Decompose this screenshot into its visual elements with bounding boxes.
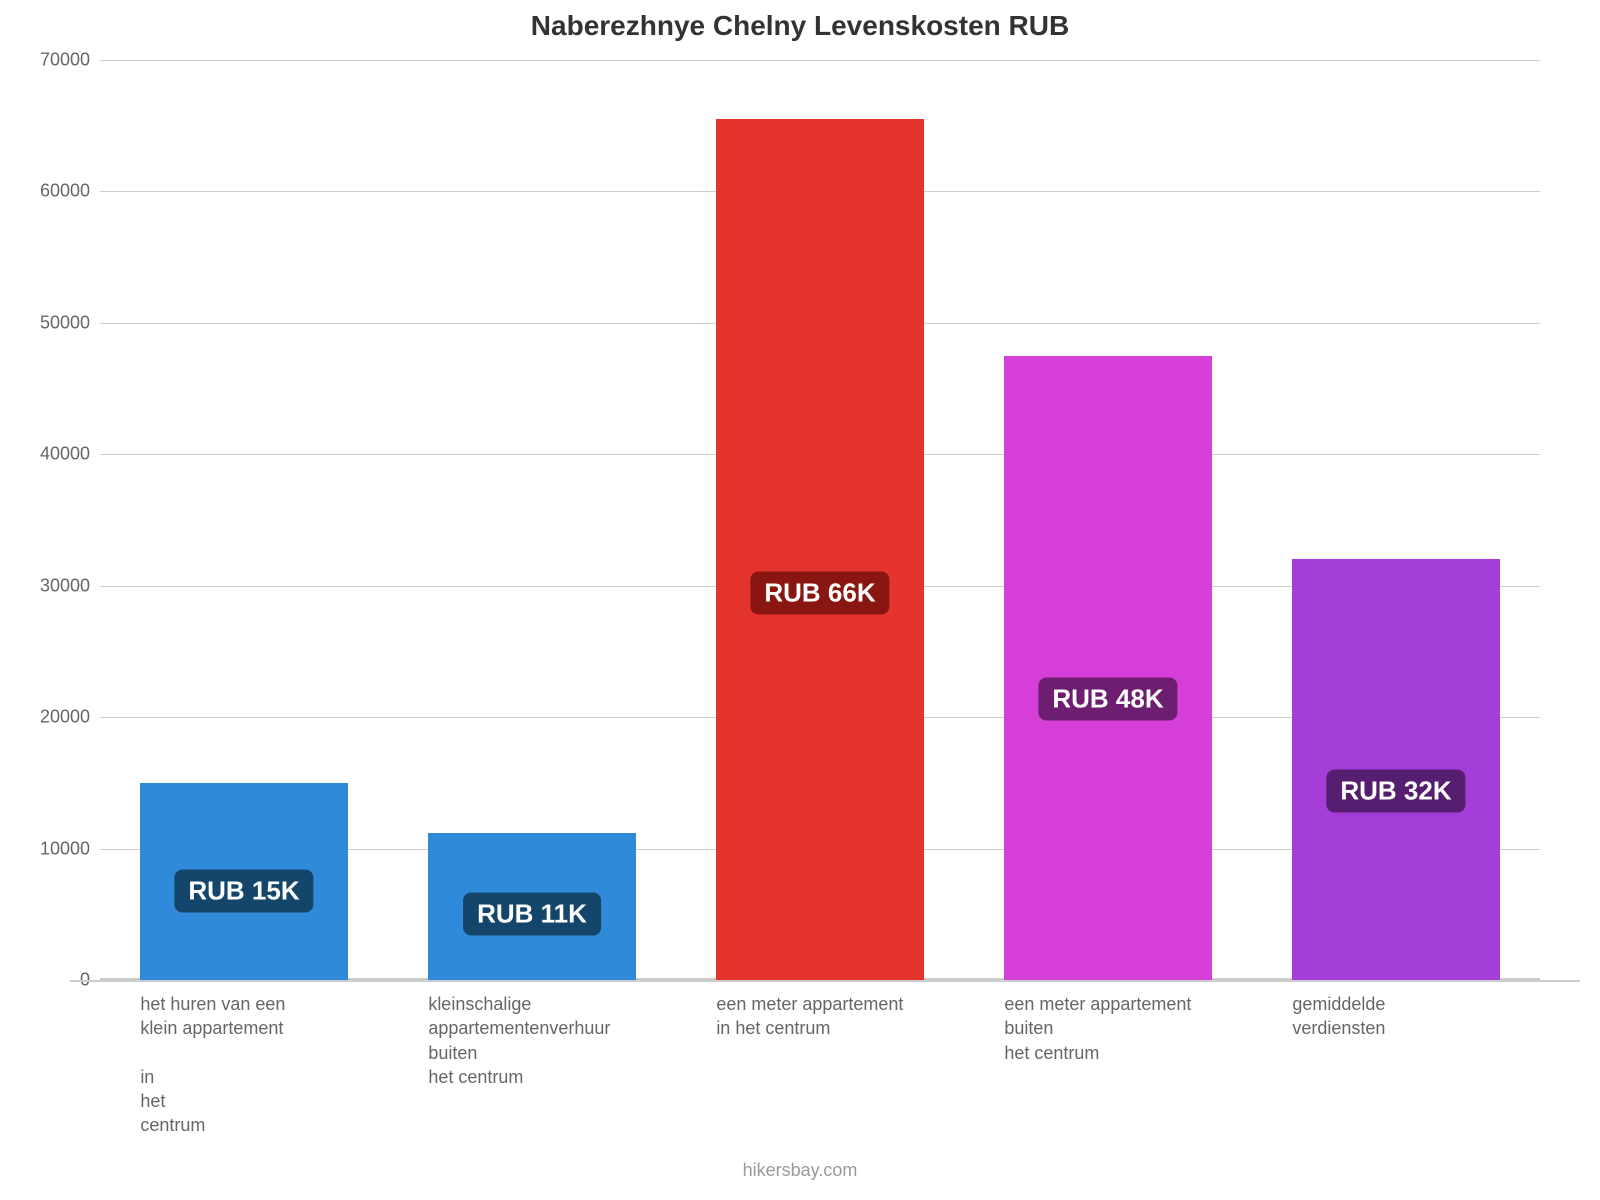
x-category-label: een meter appartement in het centrum [716,980,963,1041]
bar [1004,356,1211,980]
y-tick-label: 10000 [40,838,100,859]
y-tick-label: 70000 [40,50,100,71]
chart-title: Naberezhnye Chelny Levenskosten RUB [0,10,1600,42]
bar-value-label: RUB 48K [1038,678,1177,721]
gridline [100,60,1540,61]
y-tick-label: 50000 [40,312,100,333]
x-category-label: het huren van een klein appartement in h… [140,980,387,1138]
chart-plot-area: 010000200003000040000500006000070000RUB … [100,60,1540,980]
x-category-label: kleinschalige appartementenverhuur buite… [428,980,675,1089]
y-tick-label: 40000 [40,444,100,465]
cost-of-living-chart: Naberezhnye Chelny Levenskosten RUB 0100… [0,0,1600,1200]
bar-value-label: RUB 11K [463,892,601,935]
bar-value-label: RUB 32K [1326,769,1465,812]
bar-value-label: RUB 15K [174,870,313,913]
chart-footer: hikersbay.com [0,1160,1600,1181]
x-category-label: gemiddelde verdiensten [1292,980,1539,1041]
bar-value-label: RUB 66K [750,571,889,614]
y-tick-label: 20000 [40,707,100,728]
bar [716,119,923,980]
x-category-label: een meter appartement buiten het centrum [1004,980,1251,1065]
y-tick-label: 30000 [40,575,100,596]
x-axis-baseline-ext [70,980,1580,982]
y-tick-label: 60000 [40,181,100,202]
